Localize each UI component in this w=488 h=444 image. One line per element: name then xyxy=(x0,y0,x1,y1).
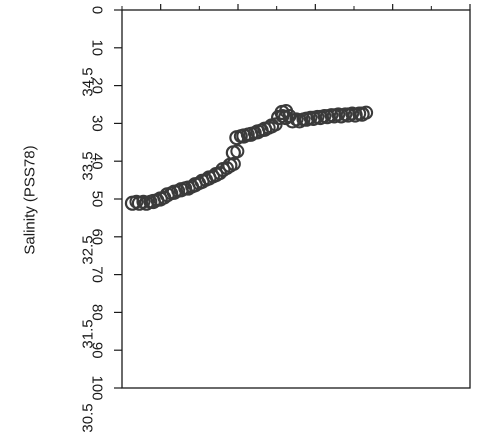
data-point xyxy=(331,107,346,122)
x-tick-label: 40 xyxy=(89,153,106,170)
data-point xyxy=(345,106,360,121)
x-tick-label: 80 xyxy=(89,304,106,321)
y-axis-title: Salinity (PSS78) xyxy=(22,145,39,254)
x-tick-label: 10 xyxy=(89,39,106,56)
data-point xyxy=(230,144,245,159)
x-tick-label: 30 xyxy=(89,115,106,132)
y-tick-label: 32.5 xyxy=(80,235,97,264)
data-points xyxy=(124,103,374,211)
data-point xyxy=(261,120,276,135)
tick-labels: 0 10 20 30 40 50 60 70 80 90 100 30.5 31.5 32.5 33.5 34… xyxy=(80,6,106,433)
x-tick-label: 100 xyxy=(89,375,106,400)
x-tick-label: 60 xyxy=(89,228,106,245)
data-point xyxy=(219,161,234,176)
x-tick-label: 0 xyxy=(89,6,106,14)
data-point xyxy=(289,112,304,127)
x-tick-label: 50 xyxy=(89,191,106,208)
data-point xyxy=(136,194,151,209)
y-tick-label: 34.5 xyxy=(80,67,97,96)
y-tick-label: 31.5 xyxy=(80,319,97,348)
y-tick-label: 30.5 xyxy=(80,403,97,432)
data-point xyxy=(226,156,241,171)
x-tick-label: 90 xyxy=(89,342,106,359)
data-point xyxy=(129,194,144,209)
data-point xyxy=(206,169,220,184)
y-tick-label: 33.5 xyxy=(80,151,97,180)
x-tick-label: 70 xyxy=(89,266,106,283)
tick-marks xyxy=(114,4,471,389)
x-tick-label: 20 xyxy=(89,77,106,94)
data-point xyxy=(359,105,374,120)
